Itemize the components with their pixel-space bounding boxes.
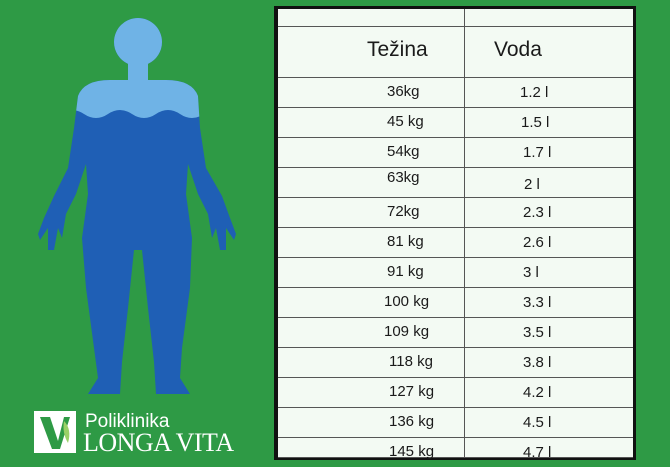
water-cell: 1.2 l bbox=[520, 84, 549, 101]
water-cell: 4.7 l bbox=[523, 444, 552, 461]
table-row: 136 kg 4.5 l bbox=[278, 407, 633, 438]
weight-cell: 127 kg bbox=[389, 383, 435, 400]
table-row: 100 kg 3.3 l bbox=[278, 287, 633, 318]
water-cell: 3 l bbox=[523, 264, 539, 281]
brand-name-line1: Poliklinika bbox=[85, 411, 170, 432]
weight-cell: 72kg bbox=[387, 203, 420, 220]
weight-cell: 81 kg bbox=[387, 233, 424, 250]
human-body-figure bbox=[38, 18, 236, 394]
table-row: 118 kg 3.8 l bbox=[278, 347, 633, 378]
table-top-strip bbox=[278, 9, 633, 27]
water-cell: 3.8 l bbox=[523, 354, 552, 371]
header-water: Voda bbox=[494, 38, 542, 61]
water-cell: 1.5 l bbox=[521, 114, 550, 131]
table-header-row: Težina Voda bbox=[278, 26, 633, 78]
water-cell: 2 l bbox=[524, 176, 540, 193]
water-cell: 3.3 l bbox=[523, 294, 552, 311]
weight-cell: 36kg bbox=[387, 83, 420, 100]
weight-cell: 91 kg bbox=[387, 263, 424, 280]
table-row: 54kg 1.7 l bbox=[278, 137, 633, 168]
weight-cell: 54kg bbox=[387, 143, 420, 160]
brand-logo: Poliklinika LONGA VITA bbox=[34, 409, 249, 457]
weight-water-table: Težina Voda 36kg 1.2 l 45 kg 1.5 l 54kg 1.7 l… bbox=[274, 6, 636, 461]
table-row: 91 kg 3 l bbox=[278, 257, 633, 288]
water-cell: 2.6 l bbox=[523, 234, 552, 251]
table-row: 36kg 1.2 l bbox=[278, 77, 633, 108]
column-divider bbox=[464, 9, 465, 457]
table-row: 109 kg 3.5 l bbox=[278, 317, 633, 348]
water-cell: 4.5 l bbox=[523, 414, 552, 431]
table-row: 63kg 2 l bbox=[278, 167, 633, 198]
water-cell: 1.7 l bbox=[523, 144, 552, 161]
water-cell: 4.2 l bbox=[523, 384, 552, 401]
weight-cell: 136 kg bbox=[389, 413, 435, 430]
weight-cell: 145 kg bbox=[389, 443, 435, 460]
table-row: 127 kg 4.2 l bbox=[278, 377, 633, 408]
header-weight: Težina bbox=[367, 38, 428, 61]
weight-cell: 63kg bbox=[387, 169, 420, 186]
weight-cell: 100 kg bbox=[384, 293, 430, 310]
table-row: 45 kg 1.5 l bbox=[278, 107, 633, 138]
weight-cell: 45 kg bbox=[387, 113, 424, 130]
brand-name-line2: LONGA VITA bbox=[83, 428, 234, 457]
water-cell: 2.3 l bbox=[523, 204, 552, 221]
leaf-logo-icon bbox=[34, 411, 76, 453]
weight-cell: 109 kg bbox=[384, 323, 430, 340]
table-row: 145 kg 4.7 l bbox=[278, 437, 633, 461]
table-row: 81 kg 2.6 l bbox=[278, 227, 633, 258]
weight-cell: 118 kg bbox=[389, 353, 433, 370]
table-row: 72kg 2.3 l bbox=[278, 197, 633, 228]
water-cell: 3.5 l bbox=[523, 324, 552, 341]
